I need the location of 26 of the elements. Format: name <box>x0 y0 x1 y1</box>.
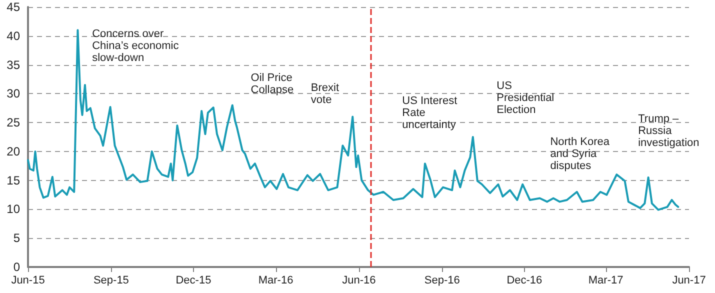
x-tick-label: Dec-16 <box>506 274 542 286</box>
y-tick-label: 10 <box>6 202 20 216</box>
y-tick-label: 5 <box>13 231 20 246</box>
annotation: Oil Price Collapse <box>250 72 294 96</box>
annotation: US Presidential Election <box>496 80 554 116</box>
y-tick-label: 45 <box>6 0 20 14</box>
x-tick-label: Jun-17 <box>672 274 706 286</box>
y-tick-label: 35 <box>6 58 20 72</box>
x-tick-label: Mar-17 <box>588 274 624 286</box>
x-tick-label: Dec-15 <box>176 274 212 286</box>
y-tick-label: 30 <box>6 86 20 101</box>
y-tick-label: 0 <box>13 260 20 274</box>
x-tick-label: Sep-16 <box>424 274 460 286</box>
x-tick-label: Jun-16 <box>342 274 376 286</box>
y-tick-label: 20 <box>6 144 20 158</box>
annotation: Concerns over China’s economic slow-down <box>92 28 180 64</box>
annotation: North Korea and Syria disputes <box>550 136 610 172</box>
x-tick-label: Sep-15 <box>93 274 129 286</box>
x-tick-label: Jun-15 <box>11 274 45 286</box>
annotation: US Interest Rate uncertainty <box>402 94 458 131</box>
y-tick-label: 25 <box>6 116 20 130</box>
y-tick-label: 40 <box>6 28 20 43</box>
x-tick-label: Mar-16 <box>258 274 294 286</box>
annotation: Trump – Russia investigation <box>638 113 700 150</box>
y-tick-label: 15 <box>6 173 20 188</box>
annotation: Brexit vote <box>310 82 340 106</box>
